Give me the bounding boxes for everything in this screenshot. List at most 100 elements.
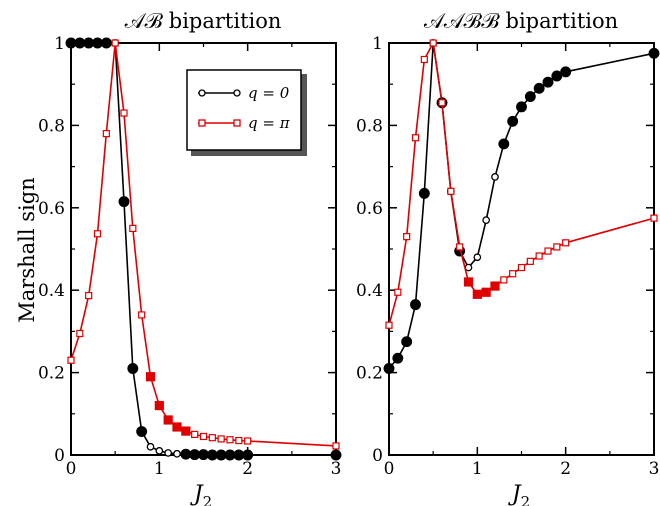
series-layer (65, 37, 342, 461)
data-point-q0 (233, 449, 245, 461)
data-point-q0 (189, 449, 201, 461)
data-point-qpi (208, 434, 216, 442)
data-point-q0 (180, 448, 192, 460)
x-axis-ticks: 0 1 2 3 (384, 43, 660, 479)
y-tick-label: 0 (372, 446, 383, 466)
data-point-qpi (129, 224, 137, 232)
series-layer (383, 39, 660, 374)
data-point-q0 (551, 70, 563, 82)
y-axis-label: Marshall sign (15, 177, 39, 322)
x-tick-label: 3 (649, 459, 660, 479)
data-point-q0 (127, 363, 139, 374)
data-point-qpi (394, 288, 402, 296)
data-point-qpi (456, 243, 464, 251)
chart-panel-aabb: 𝒜𝒜ℬℬ bipartition 0 1 2 3 0 0.2 0.4 0.6 0.8 1 J2 (356, 9, 660, 506)
data-point-qpi (199, 432, 208, 441)
y-tick-label: 0 (54, 446, 65, 466)
data-point-qpi (526, 257, 534, 265)
data-point-q0 (401, 336, 413, 348)
chart-title: 𝒜ℬ bipartition (125, 9, 282, 33)
data-point-qpi (172, 422, 182, 432)
y-tick-label: 0.6 (38, 199, 65, 219)
data-point-q0 (383, 363, 395, 374)
data-point-q0 (507, 115, 519, 127)
x-tick-label: 1 (472, 459, 483, 479)
data-point-q0 (491, 173, 499, 181)
data-point-q0 (392, 352, 404, 364)
legend-marker-q0 (198, 89, 206, 97)
data-point-qpi (490, 281, 500, 291)
y-tick-label: 0.4 (38, 281, 65, 301)
data-point-qpi (120, 109, 128, 117)
data-point-qpi (472, 289, 482, 299)
y-tick-label: 1 (54, 34, 65, 54)
legend-marker-qpi (233, 119, 241, 127)
legend-label-qpi: q = π (248, 114, 291, 132)
data-point-qpi (154, 400, 164, 411)
data-point-qpi (191, 430, 199, 438)
data-point-qpi (163, 415, 173, 425)
data-point-qpi (93, 230, 102, 238)
data-point-qpi (429, 39, 437, 47)
data-point-q0 (516, 101, 527, 113)
data-point-q0 (542, 76, 554, 88)
x-tick-label: 1 (154, 459, 165, 479)
data-point-qpi (385, 321, 393, 329)
data-point-q0 (173, 449, 181, 458)
y-tick-label: 0.2 (38, 364, 65, 384)
x-tick-label: 2 (242, 459, 253, 479)
x-tick-label: 0 (66, 459, 77, 479)
chart-panel-ab: 𝒜ℬ bipartition 0 1 2 3 0 0.2 0.4 0.6 0.8 1 J2 q … (38, 9, 342, 506)
data-point-q0 (533, 82, 545, 94)
data-point-q0 (206, 449, 218, 461)
data-point-qpi (244, 437, 252, 445)
data-point-qpi (411, 134, 420, 142)
data-point-qpi (438, 99, 446, 107)
series-line-qpi (70, 42, 337, 447)
x-axis-label: J2 (190, 482, 212, 506)
data-point-q0 (100, 37, 112, 49)
data-point-q0 (410, 299, 421, 311)
data-point-qpi (217, 435, 225, 443)
legend-marker-qpi (198, 119, 206, 127)
data-point-q0 (136, 426, 148, 437)
data-point-qpi (138, 311, 146, 319)
x-axis-label: J2 (508, 482, 530, 506)
y-tick-label: 0.8 (38, 116, 65, 136)
data-point-q0 (482, 216, 491, 225)
data-point-qpi (517, 263, 526, 272)
data-point-q0 (242, 449, 254, 461)
legend-marker-q0 (233, 89, 241, 97)
data-point-qpi (111, 39, 119, 47)
data-point-q0 (215, 449, 227, 461)
data-point-q0 (155, 447, 164, 455)
data-point-q0 (65, 37, 77, 49)
series-line-qpi (388, 40, 655, 326)
data-point-q0 (524, 91, 536, 103)
data-point-q0 (92, 37, 103, 49)
data-point-qpi (145, 372, 156, 382)
data-point-q0 (224, 449, 236, 461)
data-point-q0 (118, 196, 130, 208)
data-point-qpi (500, 276, 508, 284)
data-point-qpi (509, 270, 517, 278)
x-tick-label: 3 (331, 459, 342, 479)
legend-box (186, 69, 302, 151)
x-tick-label: 0 (384, 459, 395, 479)
data-point-qpi (481, 287, 491, 297)
data-point-qpi (650, 214, 658, 222)
data-point-q0 (498, 138, 510, 150)
data-point-qpi (235, 436, 243, 445)
data-point-qpi (85, 291, 93, 300)
data-point-qpi (332, 442, 340, 450)
chart-title: 𝒜𝒜ℬℬ bipartition (424, 9, 618, 33)
legend-label-q0: q = 0 (248, 84, 290, 102)
data-point-qpi (553, 243, 561, 251)
data-point-q0 (83, 37, 95, 49)
data-point-qpi (544, 247, 552, 255)
y-tick-label: 0.4 (356, 281, 383, 301)
y-tick-label: 0.6 (356, 199, 383, 219)
y-tick-label: 0.2 (356, 364, 383, 384)
data-point-q0 (418, 187, 430, 199)
data-point-qpi (181, 426, 191, 436)
